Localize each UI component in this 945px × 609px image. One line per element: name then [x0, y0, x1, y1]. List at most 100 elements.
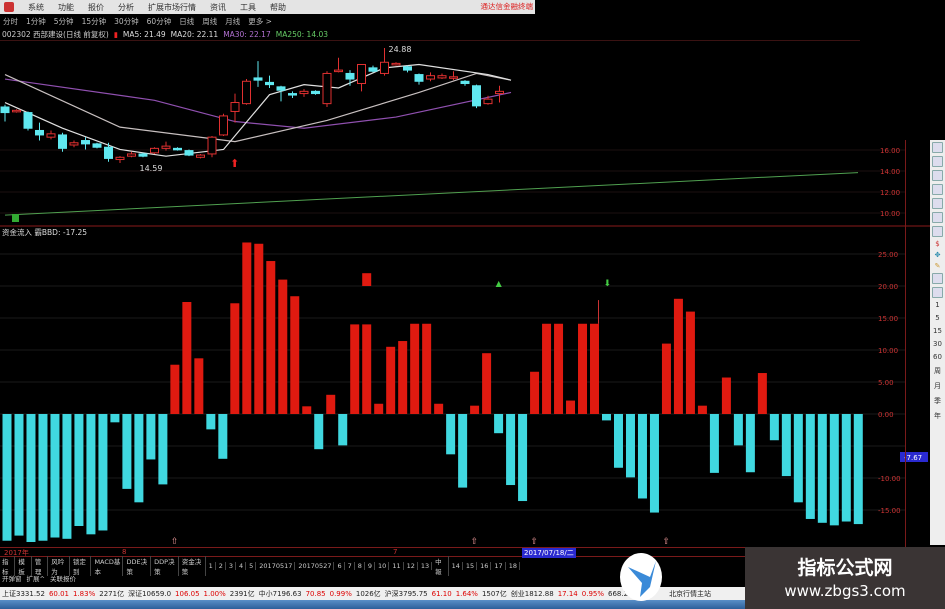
period-tab[interactable]: 30分钟	[114, 17, 139, 26]
toolbar-icon-7[interactable]	[932, 226, 943, 237]
sidebar-period[interactable]: 1	[935, 301, 940, 309]
inflow-bar[interactable]	[721, 377, 731, 414]
outflow-bar[interactable]	[158, 414, 168, 485]
outflow-bar[interactable]	[338, 414, 348, 446]
outflow-bar[interactable]	[829, 414, 839, 526]
stock-icon[interactable]: $	[935, 240, 940, 248]
indicator-tab[interactable]: 11	[392, 561, 404, 570]
candle[interactable]	[334, 57, 343, 73]
sidebar-period[interactable]: 季	[933, 397, 941, 405]
indicator-tab[interactable]: 16	[480, 561, 492, 570]
candle[interactable]	[414, 73, 424, 85]
indicator-tab[interactable]: 9	[368, 561, 376, 570]
inflow-bar[interactable]	[422, 323, 432, 414]
candle[interactable]	[35, 122, 44, 141]
outflow-bar[interactable]	[38, 414, 48, 541]
inflow-bar[interactable]	[578, 323, 588, 414]
indicator-tab[interactable]: 7	[348, 561, 355, 570]
menu-help[interactable]: 帮助	[270, 2, 286, 12]
price-chart[interactable]: 16.00 14.00 12.00 10.00 24.88 14.59 ⬆	[0, 42, 930, 228]
bbd-indicator-chart[interactable]: 资金流入 霸BBD: -17.25 25.00 20.00 15.00 10.00 5.0…	[0, 228, 930, 546]
inflow-bar[interactable]	[661, 343, 671, 414]
inflow-bar[interactable]	[685, 311, 695, 414]
toolbar-icon-3[interactable]	[932, 170, 943, 181]
candle[interactable]	[311, 90, 320, 95]
menu-function[interactable]: 功能	[58, 2, 74, 12]
inflow-bar[interactable]	[278, 279, 288, 414]
outflow-bar[interactable]	[74, 414, 84, 526]
indicator-tab[interactable]: MACD基本	[94, 555, 124, 576]
date-timeline[interactable]: 2017年 8 7 2017/07/18/二	[0, 547, 905, 558]
sidebar-period[interactable]: 周	[933, 367, 941, 375]
inflow-bar[interactable]	[350, 324, 360, 414]
candle[interactable]	[368, 65, 378, 73]
candle[interactable]	[0, 104, 10, 122]
candle[interactable]	[173, 147, 182, 151]
outflow-bar[interactable]	[146, 414, 156, 460]
extra-tab[interactable]: 关联报价	[49, 575, 76, 583]
indicator-tab[interactable]: 4	[239, 561, 247, 570]
outflow-bar[interactable]	[86, 414, 96, 535]
inflow-bar[interactable]	[673, 298, 683, 414]
outflow-bar[interactable]	[637, 414, 647, 499]
candle[interactable]	[69, 140, 79, 148]
index-name[interactable]: 沪深3795.75	[384, 589, 428, 598]
period-tab[interactable]: 更多 >	[248, 17, 272, 26]
outflow-bar[interactable]	[110, 414, 120, 423]
outflow-bar[interactable]	[206, 414, 216, 430]
inflow-bar[interactable]	[566, 400, 576, 414]
candle[interactable]	[46, 130, 56, 140]
outflow-bar[interactable]	[62, 414, 72, 539]
candle[interactable]	[299, 89, 309, 97]
menu-system[interactable]: 系统	[28, 2, 44, 12]
indicator-tab[interactable]: 风吟为	[51, 555, 70, 576]
sidebar-period[interactable]: 5	[935, 314, 940, 322]
outflow-bar[interactable]	[781, 414, 791, 477]
inflow-bar[interactable]	[362, 324, 372, 414]
index-name[interactable]: 中小7196.63	[258, 589, 302, 598]
candle[interactable]	[242, 79, 251, 105]
inflow-bar[interactable]	[242, 242, 252, 414]
indicator-tab[interactable]: 6	[337, 561, 345, 570]
inflow-bar[interactable]	[302, 406, 312, 414]
inflow-bar[interactable]	[530, 371, 540, 414]
outflow-bar[interactable]	[733, 414, 743, 446]
outflow-bar[interactable]	[122, 414, 132, 489]
outflow-bar[interactable]	[506, 414, 516, 486]
indicator-tab[interactable]: 8	[358, 561, 365, 570]
indicator-tab[interactable]: 指标	[2, 555, 16, 576]
candle[interactable]	[288, 91, 297, 99]
candle[interactable]	[127, 151, 136, 158]
indicator-tab[interactable]: DDE决策	[126, 555, 152, 576]
candle[interactable]	[58, 132, 67, 152]
candle[interactable]	[150, 147, 159, 154]
outflow-bar[interactable]	[793, 414, 803, 503]
outflow-bar[interactable]	[446, 414, 456, 455]
outflow-bar[interactable]	[625, 414, 635, 478]
inflow-bar[interactable]	[697, 405, 707, 414]
candle[interactable]	[426, 72, 435, 82]
inflow-bar[interactable]	[194, 358, 204, 414]
inflow-bar[interactable]	[590, 323, 600, 414]
candle[interactable]	[115, 156, 125, 163]
outflow-bar[interactable]	[805, 414, 815, 519]
candle[interactable]	[460, 80, 470, 86]
indicator-tab[interactable]: 14	[452, 561, 463, 570]
inflow-bar[interactable]	[542, 323, 552, 414]
candle[interactable]	[391, 62, 401, 66]
indicator-tab[interactable]: 锁定到	[73, 555, 92, 576]
inflow-bar[interactable]	[410, 323, 420, 414]
outflow-bar[interactable]	[817, 414, 827, 523]
outflow-bar[interactable]	[134, 414, 144, 503]
inflow-bar[interactable]	[374, 403, 384, 414]
indicator-tab[interactable]: 5	[249, 561, 257, 570]
indicator-tab[interactable]: 18	[509, 561, 520, 570]
indicator-tab[interactable]: 管理	[35, 555, 49, 576]
outflow-bar[interactable]	[98, 414, 108, 531]
sidebar-period[interactable]: 15	[933, 327, 942, 335]
inflow-bar[interactable]	[470, 405, 480, 414]
candle[interactable]	[472, 84, 481, 109]
indicator-tab[interactable]: 10	[378, 561, 390, 570]
outflow-bar[interactable]	[494, 414, 504, 434]
toolbar-icon-6[interactable]	[932, 212, 943, 223]
